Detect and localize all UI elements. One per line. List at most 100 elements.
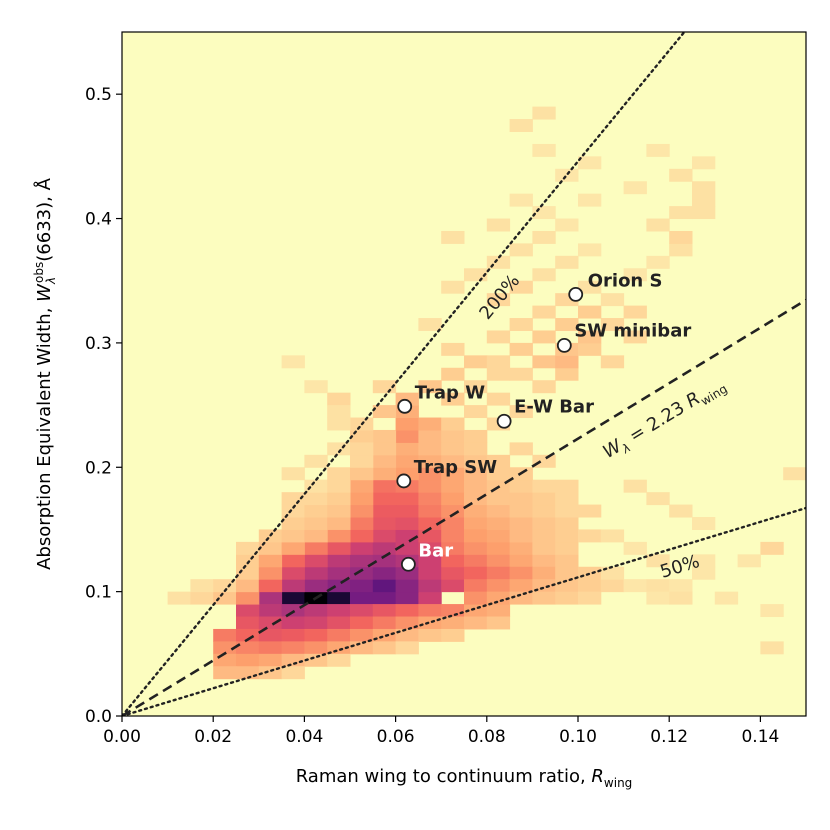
heatmap-cell bbox=[190, 591, 214, 605]
heatmap-cell bbox=[532, 517, 556, 530]
heatmap-cell bbox=[372, 541, 397, 555]
heatmap-cell bbox=[304, 517, 328, 530]
heatmap-cell bbox=[236, 628, 260, 642]
heatmap-cell bbox=[555, 504, 579, 518]
heatmap-cell bbox=[327, 417, 351, 431]
heatmap-cell bbox=[395, 504, 419, 518]
heatmap-cell bbox=[372, 454, 397, 468]
heatmap-cell bbox=[327, 628, 351, 642]
heatmap-cell bbox=[213, 579, 237, 593]
heatmap-cell bbox=[486, 492, 511, 506]
heatmap-cell bbox=[418, 517, 442, 530]
heatmap-cell bbox=[395, 591, 419, 605]
y-tick-label: 0.5 bbox=[85, 85, 112, 105]
heatmap-cell bbox=[350, 429, 374, 443]
heatmap-cell bbox=[304, 653, 328, 667]
heatmap-cell bbox=[532, 330, 556, 344]
heatmap-cell bbox=[418, 467, 442, 481]
heatmap-cell bbox=[418, 417, 442, 431]
heatmap-cell bbox=[441, 616, 465, 630]
heatmap-cell bbox=[692, 566, 716, 580]
heatmap-cell bbox=[464, 479, 488, 493]
heatmap-cell bbox=[372, 405, 397, 419]
heatmap-cell bbox=[441, 342, 465, 356]
heatmap-cell bbox=[281, 628, 305, 642]
heatmap-cell bbox=[532, 380, 556, 394]
point-sw-minibar bbox=[556, 337, 572, 353]
heatmap-cell bbox=[464, 380, 488, 394]
heatmap-cell bbox=[418, 318, 442, 331]
heatmap-cell bbox=[418, 566, 442, 580]
heatmap-cell bbox=[464, 405, 488, 419]
heatmap-cell bbox=[350, 579, 374, 593]
heatmap-cell bbox=[350, 641, 374, 655]
heatmap-cell bbox=[418, 454, 442, 468]
heatmap-cell bbox=[418, 492, 442, 506]
heatmap-cell bbox=[760, 541, 784, 555]
heatmap-cell bbox=[167, 591, 191, 605]
heatmap-cell bbox=[509, 318, 533, 331]
heatmap-cell bbox=[646, 554, 670, 568]
heatmap-cell bbox=[509, 119, 533, 132]
heatmap-cell bbox=[578, 280, 602, 294]
heatmap-cell bbox=[350, 554, 374, 568]
heatmap-cell bbox=[418, 591, 442, 605]
heatmap-cell bbox=[441, 529, 465, 543]
y-axis-label: Absorption Equivalent Width, Wλobs(6633)… bbox=[32, 177, 58, 570]
heatmap-cell bbox=[327, 591, 351, 605]
heatmap-cell bbox=[509, 529, 533, 543]
heatmap-cell bbox=[372, 566, 397, 580]
heatmap-cell bbox=[509, 579, 533, 593]
heatmap-cell bbox=[464, 429, 488, 443]
heatmap-cell bbox=[464, 579, 488, 593]
heatmap-cell bbox=[532, 206, 556, 220]
heatmap-cell bbox=[350, 616, 374, 630]
heatmap-cell bbox=[213, 591, 237, 605]
heatmap-cell bbox=[623, 541, 647, 555]
heatmap-cell bbox=[532, 305, 556, 319]
heatmap-cell bbox=[486, 616, 511, 630]
ratio-line-200pct bbox=[122, 32, 686, 716]
heatmap-cell bbox=[350, 504, 374, 518]
heatmap-cell bbox=[372, 641, 397, 655]
heatmap-cell bbox=[395, 579, 419, 593]
heatmap-cell bbox=[646, 591, 670, 605]
heatmap-cell bbox=[258, 541, 283, 555]
heatmap-cell bbox=[258, 591, 283, 605]
heatmap-cell bbox=[441, 417, 465, 431]
heatmap-cell bbox=[395, 641, 419, 655]
heatmap-cell bbox=[372, 616, 397, 630]
heatmap-cell bbox=[509, 541, 533, 555]
point-label-e-w-bar: E-W Bar bbox=[514, 396, 594, 417]
heatmap-cell bbox=[327, 653, 351, 667]
heatmap-cell bbox=[509, 243, 533, 257]
heatmap-cell bbox=[372, 517, 397, 530]
heatmap-cell bbox=[532, 268, 556, 282]
heatmap-cell bbox=[600, 293, 625, 307]
heatmap-cell bbox=[486, 218, 511, 232]
heatmap-cell bbox=[372, 628, 397, 642]
heatmap-cell bbox=[236, 604, 260, 618]
heatmap-cell bbox=[258, 641, 283, 655]
heatmap-cell bbox=[281, 641, 305, 655]
heatmap-cell bbox=[600, 318, 625, 331]
heatmap-cell bbox=[441, 517, 465, 530]
heatmap-cell bbox=[350, 628, 374, 642]
heatmap-cell bbox=[441, 628, 465, 642]
heatmap-cell bbox=[327, 479, 351, 493]
heatmap-cell bbox=[441, 492, 465, 506]
heatmap-cell bbox=[464, 604, 488, 618]
heatmap-cell bbox=[509, 479, 533, 493]
heatmap-cell bbox=[509, 342, 533, 356]
heatmap-cell bbox=[692, 206, 716, 220]
heatmap-cell bbox=[509, 517, 533, 530]
y-tick-label: 0.1 bbox=[85, 583, 112, 603]
heatmap-cell bbox=[281, 541, 305, 555]
heatmap-cell bbox=[258, 616, 283, 630]
heatmap-cell bbox=[669, 230, 693, 244]
heatmap-cell bbox=[395, 442, 419, 456]
heatmap-cell bbox=[486, 529, 511, 543]
heatmap-cell bbox=[555, 492, 579, 506]
point-e-w-bar bbox=[496, 413, 512, 429]
